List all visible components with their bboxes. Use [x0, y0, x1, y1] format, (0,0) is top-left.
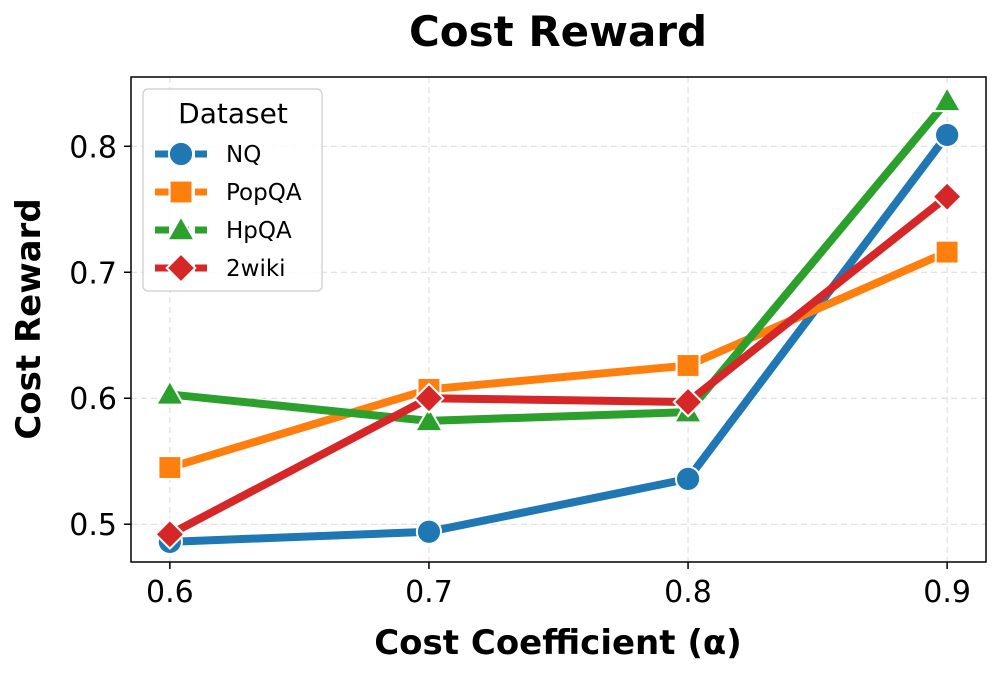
- data-point-nq-1: [415, 518, 443, 545]
- legend-label: NQ: [226, 142, 261, 168]
- data-point-2wiki-2: [672, 386, 704, 418]
- data-point-nq-2: [674, 465, 702, 492]
- data-point-nq-3: [934, 121, 961, 149]
- chart-title: Cost Reward: [409, 7, 707, 56]
- series-line-hpqa: [165, 96, 952, 425]
- x-tick-label: 0.8: [664, 575, 712, 610]
- legend-title: Dataset: [178, 97, 288, 130]
- series-popqa: [157, 239, 960, 480]
- data-point-hpqa-1: [413, 405, 445, 433]
- x-tick-label: 0.9: [923, 575, 971, 610]
- data-point-hpqa-3: [931, 85, 963, 113]
- legend-marker-triangle: [165, 214, 197, 242]
- y-tick-label: 0.6: [69, 382, 117, 417]
- x-tick-label: 0.6: [146, 575, 194, 610]
- data-point-hpqa-0: [154, 378, 186, 406]
- plot-frame: [130, 76, 987, 563]
- y-tick-label: 0.7: [69, 256, 117, 291]
- plot-series: [154, 85, 963, 555]
- legend-entry-2wiki: 2wiki: [155, 252, 286, 284]
- legend-entry-hpqa: HpQA: [155, 214, 292, 244]
- legend-label: 2wiki: [226, 256, 286, 282]
- data-point-2wiki-3: [931, 180, 963, 213]
- y-axis-label: Cost Reward: [9, 198, 49, 439]
- legend-marker-square: [168, 179, 194, 205]
- legend-label: HpQA: [226, 218, 292, 244]
- legend-marker-circle: [167, 140, 195, 168]
- legend-entry-nq: NQ: [155, 140, 261, 168]
- legend: Dataset NQ PopQA HpQA 2wiki: [142, 88, 323, 292]
- data-point-popqa-2: [675, 353, 701, 378]
- series-2wiki: [154, 180, 963, 550]
- x-tick-label: 0.7: [405, 575, 453, 610]
- legend-entry-popqa: PopQA: [155, 179, 302, 206]
- series-line-2wiki: [165, 192, 952, 539]
- y-tick-label: 0.8: [69, 130, 117, 165]
- legend-label: PopQA: [226, 180, 302, 206]
- series-line-popqa: [165, 248, 952, 472]
- data-point-popqa-0: [157, 455, 183, 480]
- data-point-popqa-3: [934, 239, 960, 265]
- data-point-2wiki-1: [413, 382, 445, 414]
- legend-marker-diamond: [165, 252, 197, 284]
- data-point-2wiki-0: [154, 518, 186, 550]
- x-axis-label: Cost Coefficient (α): [374, 623, 742, 663]
- y-tick-label: 0.5: [69, 508, 117, 543]
- y-axis: 0.5 0.6 0.7 0.8: [69, 130, 131, 543]
- x-axis: 0.6 0.7 0.8 0.9: [146, 562, 971, 610]
